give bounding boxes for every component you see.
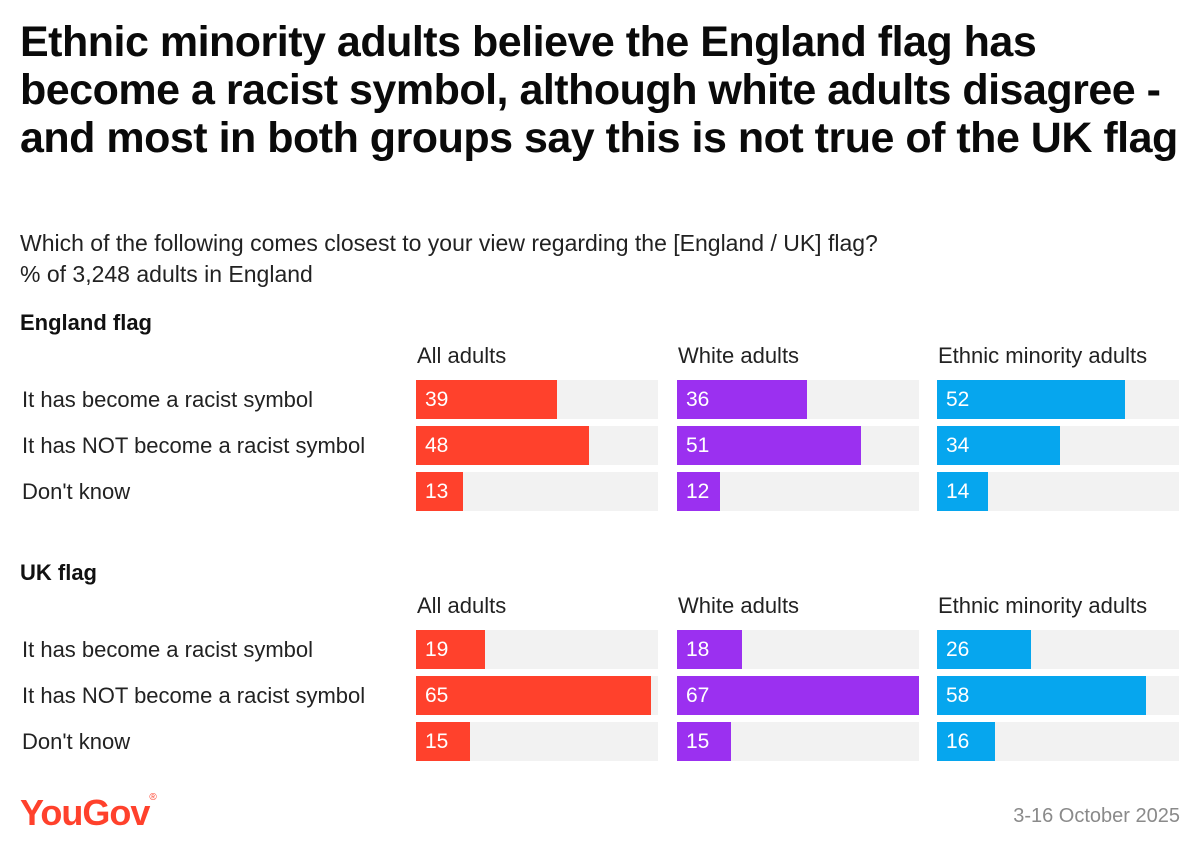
bar-value-label: 18 (686, 638, 710, 661)
bar-value-label: 34 (946, 434, 970, 457)
bar-track: 19 (416, 630, 658, 669)
bar-track: 52 (937, 380, 1179, 419)
bar-value-label: 13 (425, 480, 449, 503)
bar-white-adults (677, 426, 861, 465)
bar-value-label: 16 (946, 730, 970, 753)
bar-track: 51 (677, 426, 919, 465)
bar-all-adults (416, 380, 557, 419)
column-header-white-adults: White adults (678, 593, 800, 618)
bar-white-adults (677, 676, 919, 715)
bar-white-adults (677, 722, 731, 761)
row-label-don-t-know: Don't know (22, 479, 131, 504)
bar-track: 67 (677, 676, 919, 715)
bar-value-label: 12 (686, 480, 710, 503)
bar-track: 14 (937, 472, 1179, 511)
bar-value-label: 19 (425, 638, 449, 661)
bar-white-adults (677, 630, 742, 669)
bar-all-adults (416, 722, 470, 761)
fieldwork-date: 3-16 October 2025 (1013, 805, 1180, 827)
column-header-ethnic-minority-adults: Ethnic minority adults (938, 593, 1148, 618)
bar-value-label: 67 (686, 684, 710, 707)
yougov-logo: YouGov® (20, 792, 157, 834)
bar-value-label: 39 (425, 388, 449, 411)
bar-value-label: 15 (425, 730, 449, 753)
bar-all-adults (416, 426, 589, 465)
bar-track: 12 (677, 472, 919, 511)
bar-value-label: 65 (425, 684, 449, 707)
bar-value-label: 15 (686, 730, 710, 753)
bar-ethnic-minority-adults (937, 472, 988, 511)
base-text: % of 3,248 adults in England (20, 261, 313, 287)
section-title-england-flag: England flag (20, 310, 152, 335)
bar-track: 39 (416, 380, 658, 419)
bar-track: 48 (416, 426, 658, 465)
bar-track: 58 (937, 676, 1179, 715)
bar-ethnic-minority-adults (937, 722, 995, 761)
column-header-white-adults: White adults (678, 343, 800, 368)
section-title-uk-flag: UK flag (20, 560, 97, 585)
bar-track: 26 (937, 630, 1179, 669)
column-header-all-adults: All adults (417, 343, 507, 368)
bar-track: 15 (416, 722, 658, 761)
row-label-don-t-know: Don't know (22, 729, 131, 754)
bar-track: 65 (416, 676, 658, 715)
bar-value-label: 48 (425, 434, 449, 457)
bar-value-label: 52 (946, 388, 970, 411)
bar-value-label: 36 (686, 388, 710, 411)
bar-track: 13 (416, 472, 658, 511)
column-header-ethnic-minority-adults: Ethnic minority adults (938, 343, 1148, 368)
chart-title: Ethnic minority adults believe the Engla… (20, 18, 1178, 162)
row-label-it-has-not-become-a-racist-symbol: It has NOT become a racist symbol (22, 683, 366, 708)
column-header-all-adults: All adults (417, 593, 507, 618)
bar-all-adults (416, 630, 485, 669)
bar-ethnic-minority-adults (937, 426, 1060, 465)
bar-track: 15 (677, 722, 919, 761)
bar-all-adults (416, 676, 651, 715)
bar-white-adults (677, 472, 720, 511)
chart-subtitle: Which of the following comes closest to … (20, 228, 1120, 290)
row-label-it-has-not-become-a-racist-symbol: It has NOT become a racist symbol (22, 433, 366, 458)
bar-track: 16 (937, 722, 1179, 761)
bar-all-adults (416, 472, 463, 511)
bar-value-label: 58 (946, 684, 970, 707)
registered-mark: ® (149, 792, 156, 803)
bar-ethnic-minority-adults (937, 380, 1125, 419)
bar-track: 36 (677, 380, 919, 419)
brand-text: YouGov (20, 792, 150, 833)
bar-value-label: 26 (946, 638, 970, 661)
bar-track: 18 (677, 630, 919, 669)
bar-value-label: 14 (946, 480, 970, 503)
question-text: Which of the following comes closest to … (20, 230, 878, 256)
bar-ethnic-minority-adults (937, 676, 1146, 715)
bar-white-adults (677, 380, 807, 419)
row-label-it-has-become-a-racist-symbol: It has become a racist symbol (22, 387, 314, 412)
row-label-it-has-become-a-racist-symbol: It has become a racist symbol (22, 637, 314, 662)
bar-value-label: 51 (686, 434, 710, 457)
bar-ethnic-minority-adults (937, 630, 1031, 669)
bar-track: 34 (937, 426, 1179, 465)
